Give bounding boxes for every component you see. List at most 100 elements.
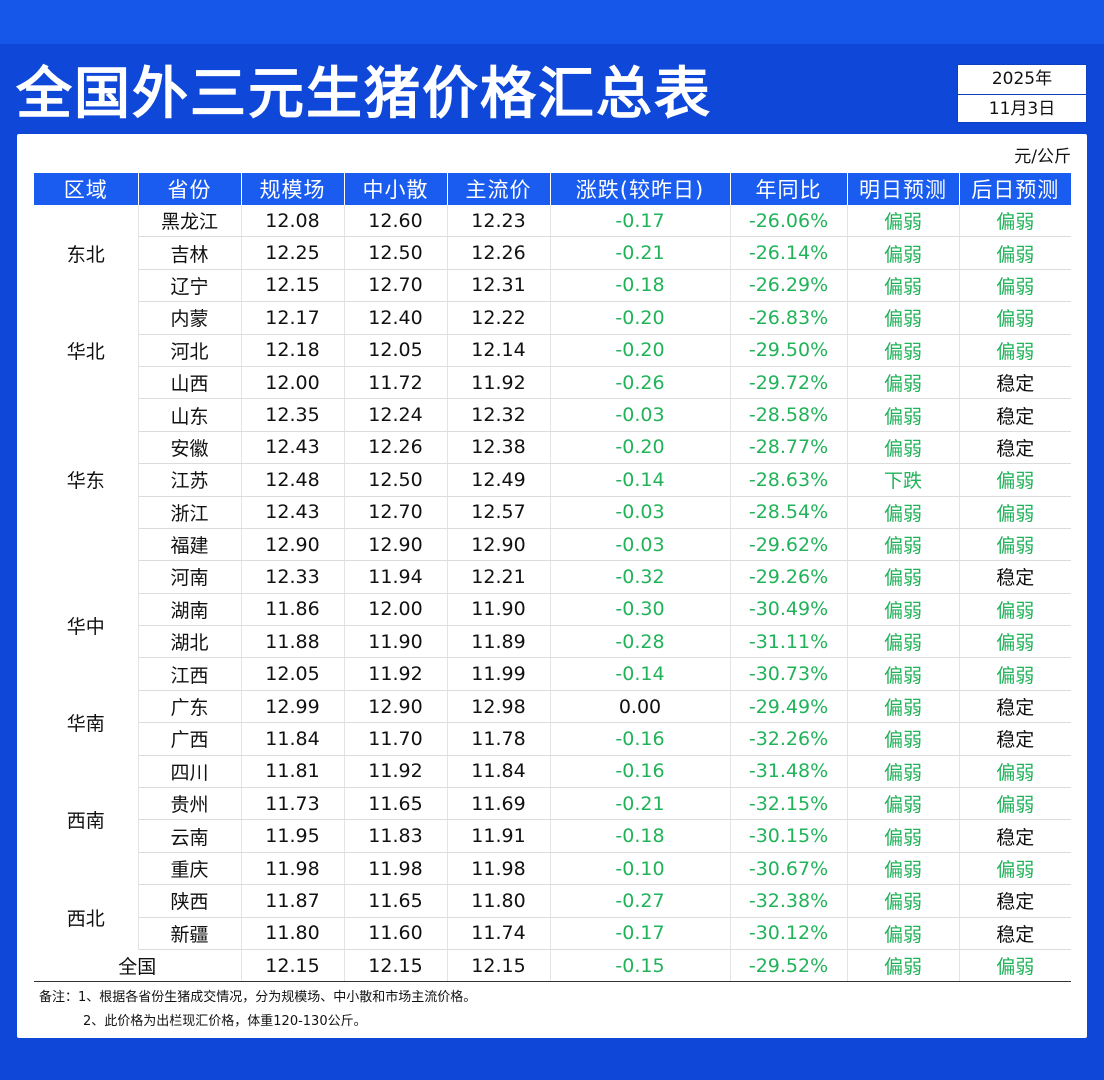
col-header: 规模场 — [241, 173, 345, 205]
mainstream-cell: 11.80 — [447, 884, 551, 918]
change-cell: -0.20 — [550, 431, 731, 465]
forecast-tomorrow-cell: 偏弱 — [847, 917, 960, 950]
table-body: 东北 黑龙江 12.08 12.60 12.23 -0.17 -26.06% 偏弱 偏弱 吉林 12… — [34, 205, 1071, 983]
region-cell: 华南 — [34, 690, 139, 756]
mainstream-cell: 11.89 — [447, 625, 551, 659]
price-table: 区域 省份 规模场 中小散 主流价 涨跌(较昨日) 年同比 明日预测 后日预测 … — [34, 173, 1071, 983]
mainstream-cell: 12.21 — [447, 560, 551, 594]
yoy-cell: -28.58% — [730, 398, 848, 432]
forecast-tomorrow-cell: 偏弱 — [847, 690, 960, 724]
forecast-day-after-cell: 稳定 — [959, 431, 1071, 465]
small-farm-cell: 12.24 — [344, 398, 448, 432]
scale-farm-cell: 11.80 — [241, 917, 345, 950]
mainstream-cell: 12.38 — [447, 431, 551, 465]
small-farm-cell: 11.90 — [344, 625, 448, 659]
table-row: 江苏 12.48 12.50 12.49 -0.14 -28.63% 下跌 偏弱 — [34, 463, 1071, 497]
scale-farm-cell: 12.18 — [241, 334, 345, 367]
forecast-tomorrow-cell: 偏弱 — [847, 366, 960, 400]
scale-farm-cell: 12.99 — [241, 690, 345, 724]
mainstream-cell: 12.22 — [447, 301, 551, 335]
forecast-tomorrow-cell: 偏弱 — [847, 334, 960, 367]
table-row: 湖南 11.86 12.00 11.90 -0.30 -30.49% 偏弱 偏弱 — [34, 593, 1071, 627]
scale-farm-cell: 11.73 — [241, 787, 345, 821]
forecast-tomorrow-cell: 下跌 — [847, 463, 960, 497]
change-cell: 0.00 — [550, 690, 731, 724]
note-1: 备注：1、根据各省份生猪成交情况，分为规模场、中小散和市场主流价格。 — [39, 990, 477, 1005]
scale-farm-cell: 12.35 — [241, 398, 345, 432]
yoy-cell: -26.14% — [730, 236, 848, 270]
forecast-day-after-cell: 偏弱 — [959, 205, 1071, 238]
change-cell: -0.18 — [550, 269, 731, 303]
forecast-day-after-cell: 稳定 — [959, 398, 1071, 432]
province-cell: 江苏 — [138, 463, 242, 497]
change-cell: -0.21 — [550, 787, 731, 821]
yoy-cell: -26.29% — [730, 269, 848, 303]
province-cell: 福建 — [138, 528, 242, 562]
yoy-cell: -30.49% — [730, 593, 848, 627]
small-farm-cell: 12.60 — [344, 205, 448, 238]
table-panel: 元/公斤 区域 省份 规模场 中小散 主流价 涨跌(较昨日) 年同比 明日预测 … — [17, 134, 1087, 1038]
yoy-cell: -31.11% — [730, 625, 848, 659]
change-cell: -0.16 — [550, 722, 731, 756]
forecast-day-after-cell: 偏弱 — [959, 269, 1071, 303]
forecast-tomorrow-cell: 偏弱 — [847, 949, 960, 983]
mainstream-cell: 12.57 — [447, 496, 551, 529]
small-farm-cell: 11.94 — [344, 560, 448, 594]
forecast-tomorrow-cell: 偏弱 — [847, 657, 960, 691]
scale-farm-cell: 12.15 — [241, 949, 345, 983]
province-cell: 陕西 — [138, 884, 242, 918]
table-row: 浙江 12.43 12.70 12.57 -0.03 -28.54% 偏弱 偏弱 — [34, 496, 1071, 529]
change-cell: -0.17 — [550, 205, 731, 238]
forecast-day-after-cell: 偏弱 — [959, 949, 1071, 983]
yoy-cell: -26.06% — [730, 205, 848, 238]
yoy-cell: -29.50% — [730, 334, 848, 367]
table-row: 河北 12.18 12.05 12.14 -0.20 -29.50% 偏弱 偏弱 — [34, 334, 1071, 367]
forecast-tomorrow-cell: 偏弱 — [847, 787, 960, 821]
province-cell: 内蒙 — [138, 301, 242, 335]
mainstream-cell: 12.14 — [447, 334, 551, 367]
mainstream-cell: 11.78 — [447, 722, 551, 756]
scale-farm-cell: 12.90 — [241, 528, 345, 562]
yoy-cell: -29.26% — [730, 560, 848, 594]
top-band — [0, 0, 1104, 44]
change-cell: -0.03 — [550, 528, 731, 562]
table-row: 江西 12.05 11.92 11.99 -0.14 -30.73% 偏弱 偏弱 — [34, 657, 1071, 691]
yoy-cell: -30.12% — [730, 917, 848, 950]
mainstream-cell: 11.84 — [447, 755, 551, 789]
date-day: 11月3日 — [988, 99, 1056, 119]
table-row: 吉林 12.25 12.50 12.26 -0.21 -26.14% 偏弱 偏弱 — [34, 236, 1071, 270]
province-cell: 云南 — [138, 819, 242, 853]
province-cell: 新疆 — [138, 917, 242, 950]
forecast-tomorrow-cell: 偏弱 — [847, 852, 960, 886]
scale-farm-cell: 11.81 — [241, 755, 345, 789]
mainstream-cell: 12.32 — [447, 398, 551, 432]
table-row: 华中 河南 12.33 11.94 12.21 -0.32 -29.26% 偏弱 稳定 — [34, 560, 1071, 691]
region-cell: 西南 — [34, 755, 139, 885]
yoy-cell: -28.54% — [730, 496, 848, 529]
forecast-day-after-cell: 稳定 — [959, 884, 1071, 918]
region-cell: 华中 — [34, 560, 139, 691]
scale-farm-cell: 12.25 — [241, 236, 345, 270]
small-farm-cell: 12.26 — [344, 431, 448, 465]
table-row: 广西 11.84 11.70 11.78 -0.16 -32.26% 偏弱 稳定 — [34, 722, 1071, 756]
scale-farm-cell: 12.08 — [241, 205, 345, 238]
change-cell: -0.30 — [550, 593, 731, 627]
small-farm-cell: 11.65 — [344, 787, 448, 821]
small-farm-cell: 11.70 — [344, 722, 448, 756]
yoy-cell: -29.52% — [730, 949, 848, 983]
forecast-day-after-cell: 偏弱 — [959, 463, 1071, 497]
forecast-day-after-cell: 稳定 — [959, 917, 1071, 950]
mainstream-cell: 11.91 — [447, 819, 551, 853]
table-row: 山西 12.00 11.72 11.92 -0.26 -29.72% 偏弱 稳定 — [34, 366, 1071, 400]
province-cell: 湖北 — [138, 625, 242, 659]
province-cell: 山西 — [138, 366, 242, 400]
forecast-tomorrow-cell: 偏弱 — [847, 496, 960, 529]
small-farm-cell: 11.92 — [344, 657, 448, 691]
table-row: 重庆 11.98 11.98 11.98 -0.10 -30.67% 偏弱 偏弱 — [34, 852, 1071, 886]
province-cell: 广东 — [138, 690, 242, 724]
yoy-cell: -31.48% — [730, 755, 848, 789]
forecast-tomorrow-cell: 偏弱 — [847, 398, 960, 432]
col-header: 后日预测 — [959, 173, 1071, 205]
unit-label: 元/公斤 — [1014, 147, 1071, 167]
scale-farm-cell: 12.15 — [241, 269, 345, 303]
